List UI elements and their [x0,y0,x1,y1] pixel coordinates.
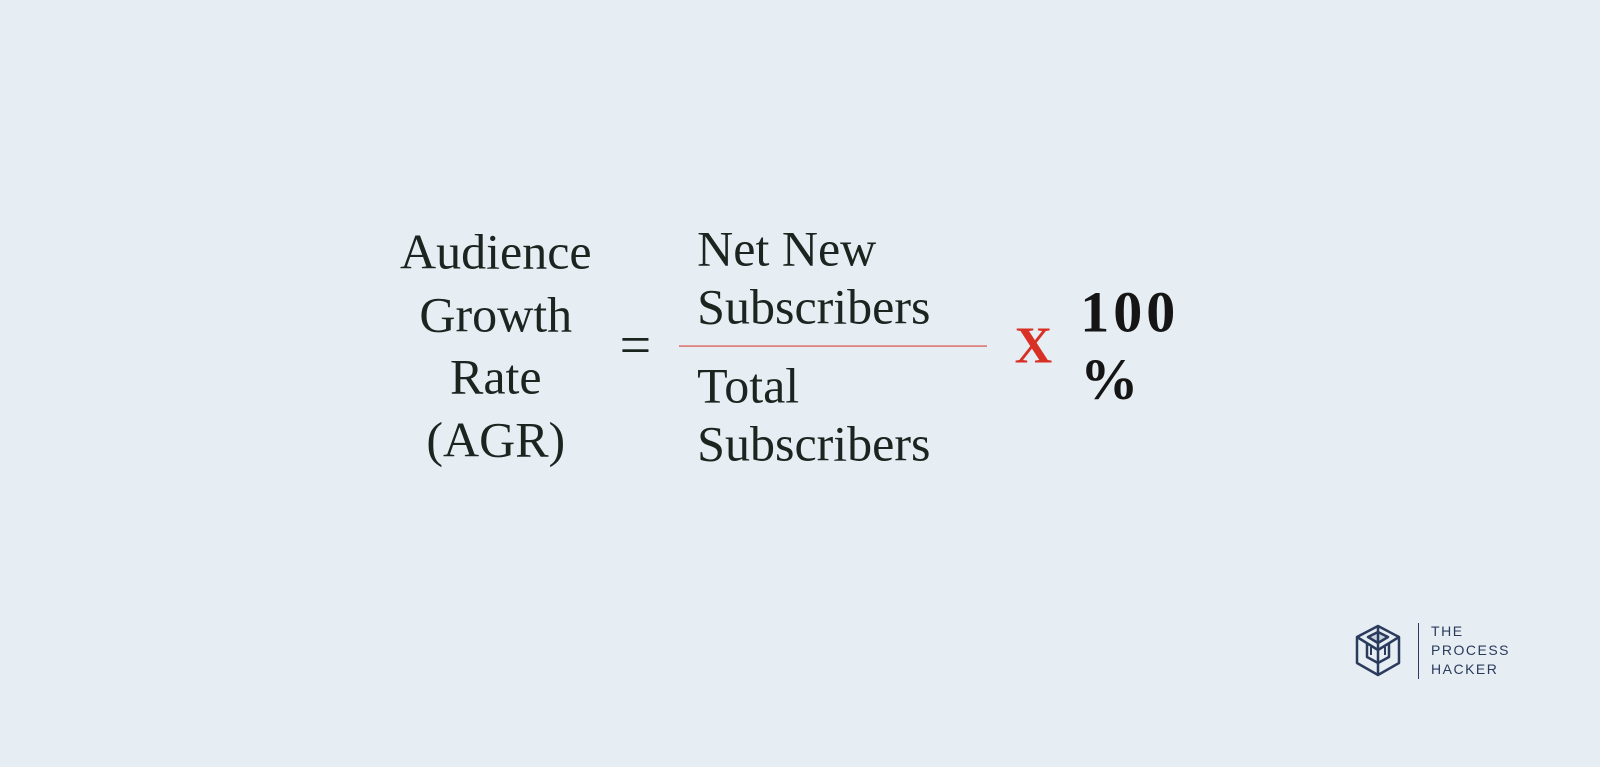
logo-divider [1418,623,1419,679]
brand-logo: THE PROCESS HACKER [1350,622,1510,679]
formula-equation: Audience Growth Rate (AGR) = Net New Sub… [400,219,1200,472]
fraction-numerator: Net New Subscribers [679,219,987,345]
formula-fraction: Net New Subscribers Total Subscribers [679,219,987,472]
logo-text-line-1: THE [1431,622,1510,641]
logo-text-line-3: HACKER [1431,660,1510,679]
lhs-line-1: Audience [400,221,592,283]
multiply-sign: X [1015,316,1053,375]
equals-sign: = [620,314,652,378]
lhs-line-3: (AGR) [426,408,565,471]
logo-text: THE PROCESS HACKER [1431,622,1510,679]
cube-logo-icon [1350,623,1406,679]
lhs-line-2: Growth Rate [400,283,592,408]
multiplier-value: 100 % [1080,279,1200,413]
formula-lhs: Audience Growth Rate (AGR) [400,221,592,471]
logo-text-line-2: PROCESS [1431,641,1510,660]
fraction-denominator: Total Subscribers [679,346,987,472]
